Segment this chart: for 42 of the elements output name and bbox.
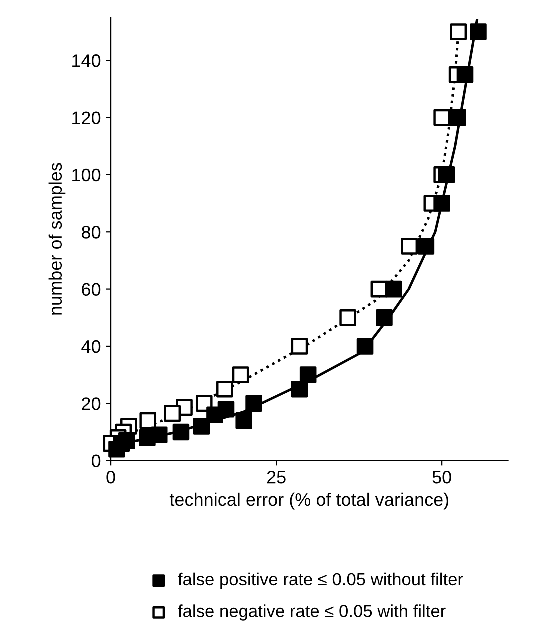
point <box>291 380 308 398</box>
point <box>401 238 418 255</box>
y-tick-label: 100 <box>72 168 101 182</box>
point <box>450 109 466 126</box>
legend-label: false positive rate ≤ 0.05 without filter <box>178 572 464 590</box>
x-axis-title: technical error (% of total variance) <box>170 492 449 510</box>
x-tick-label: 25 <box>267 471 286 484</box>
legend-label: false negative rate ≤ 0.05 with filter <box>178 604 446 621</box>
y-tick-label: 80 <box>82 226 101 239</box>
y-tick-label: 140 <box>72 54 101 68</box>
point <box>140 412 157 430</box>
point <box>108 440 126 458</box>
y-tick-label: 60 <box>82 283 101 296</box>
point <box>232 366 250 384</box>
point <box>172 424 190 441</box>
point <box>438 166 456 184</box>
point <box>470 24 487 40</box>
point <box>450 24 468 40</box>
point <box>216 380 234 398</box>
point <box>193 418 210 435</box>
point <box>246 395 262 412</box>
point <box>300 366 317 384</box>
point <box>356 338 374 355</box>
point <box>456 66 474 84</box>
x-tick-label: 0 <box>106 471 116 484</box>
y-tick-label: 40 <box>82 340 101 354</box>
point <box>340 309 356 326</box>
y-tick-label: 20 <box>82 398 101 410</box>
point <box>434 109 450 126</box>
x-tick-label: 50 <box>432 471 452 484</box>
y-tick-label: 0 <box>92 454 101 468</box>
point <box>164 405 181 422</box>
point <box>236 412 253 430</box>
point <box>418 238 435 255</box>
point <box>291 338 308 355</box>
point <box>139 430 156 446</box>
point <box>385 280 402 298</box>
y-tick-label: 120 <box>72 112 101 124</box>
point <box>376 309 393 326</box>
point <box>206 406 224 424</box>
y-axis-title: number of samples <box>48 163 66 315</box>
point <box>434 195 450 212</box>
